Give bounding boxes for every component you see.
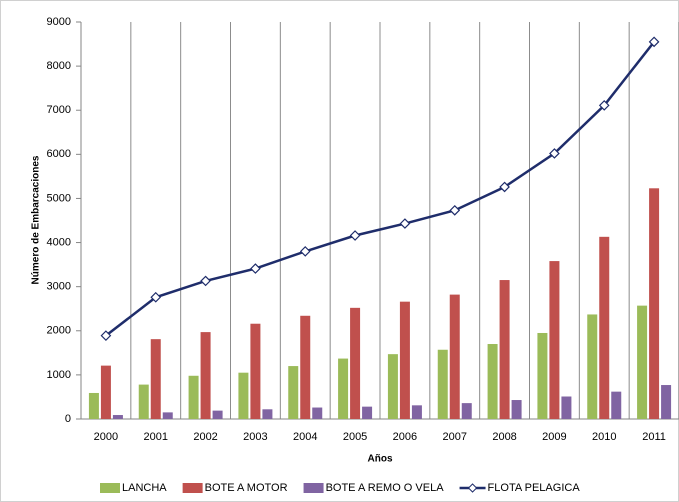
bar <box>537 332 548 419</box>
bar <box>100 365 111 419</box>
line-marker <box>598 100 610 111</box>
bar <box>499 280 510 419</box>
bar <box>649 188 660 419</box>
bar <box>262 409 273 419</box>
bar <box>312 407 323 419</box>
line-marker <box>349 230 361 241</box>
bar <box>587 314 598 419</box>
bar <box>88 392 99 419</box>
x-tick-label: 2011 <box>642 431 666 443</box>
y-tick-label: 5000 <box>47 192 71 204</box>
x-tick-label: 2005 <box>343 431 367 443</box>
legend-label: BOTE A REMO O VELA <box>326 482 445 494</box>
y-tick-label: 4000 <box>47 236 71 248</box>
legend-label: FLOTA PELAGICA <box>488 482 581 494</box>
x-axis-label: Años <box>368 454 393 465</box>
bar <box>150 339 161 419</box>
x-tick-label: 2010 <box>592 431 616 443</box>
bar <box>162 412 173 419</box>
bar <box>188 375 199 419</box>
y-tick-label: 1000 <box>47 369 71 381</box>
bar <box>250 323 261 419</box>
bar <box>487 344 498 419</box>
bar <box>288 366 299 419</box>
bar <box>338 358 349 419</box>
x-tick-label: 2004 <box>293 431 317 443</box>
bar <box>112 415 123 419</box>
bar <box>599 236 610 419</box>
y-axis-label: Número de Embarcaciones <box>31 155 42 284</box>
bar <box>461 403 472 419</box>
bar <box>387 354 398 419</box>
y-tick-label: 9000 <box>47 16 71 28</box>
bar <box>200 332 211 419</box>
bar <box>350 307 361 419</box>
x-tick-label: 2008 <box>492 431 516 443</box>
bar <box>437 349 448 419</box>
x-tick-label: 2000 <box>94 431 118 443</box>
x-tick-label: 2003 <box>243 431 267 443</box>
line-marker <box>399 218 411 229</box>
bar <box>212 410 223 419</box>
x-tick-label: 2006 <box>393 431 417 443</box>
y-tick-label: 8000 <box>47 60 71 72</box>
bar <box>611 391 622 419</box>
line <box>105 41 656 337</box>
line-marker <box>299 246 311 257</box>
line-marker <box>549 148 560 159</box>
y-tick-label: 2000 <box>47 325 71 337</box>
y-tick-label: 6000 <box>47 148 71 160</box>
line-marker <box>250 263 261 274</box>
bar <box>511 400 522 419</box>
bar <box>138 384 149 419</box>
legend-label: LANCHA <box>122 482 167 494</box>
legend-swatch <box>303 483 324 493</box>
line-marker <box>200 275 211 287</box>
legend-swatch <box>100 483 120 493</box>
bar <box>561 396 572 419</box>
line-marker <box>100 330 112 341</box>
bar <box>549 261 560 419</box>
bar <box>661 385 672 419</box>
y-tick-label: 3000 <box>47 281 71 293</box>
bar <box>411 405 422 419</box>
line-marker <box>150 291 162 303</box>
line-marker <box>648 36 660 48</box>
x-tick-label: 2009 <box>542 431 566 443</box>
y-tick-label: 7000 <box>47 104 71 116</box>
line-marker <box>499 181 510 193</box>
bar <box>362 406 373 419</box>
x-tick-label: 2007 <box>443 431 467 443</box>
bar <box>399 301 410 419</box>
legend-label: BOTE A MOTOR <box>205 482 288 494</box>
line-marker <box>449 205 461 216</box>
legend-swatch-marker <box>467 483 478 493</box>
bar <box>449 294 460 419</box>
bar <box>238 372 249 419</box>
x-tick-label: 2002 <box>193 431 217 443</box>
x-tick-label: 2001 <box>144 431 168 443</box>
bar <box>637 305 648 419</box>
bar <box>300 315 311 419</box>
legend-swatch <box>182 483 203 493</box>
y-tick-label: 0 <box>65 413 71 425</box>
